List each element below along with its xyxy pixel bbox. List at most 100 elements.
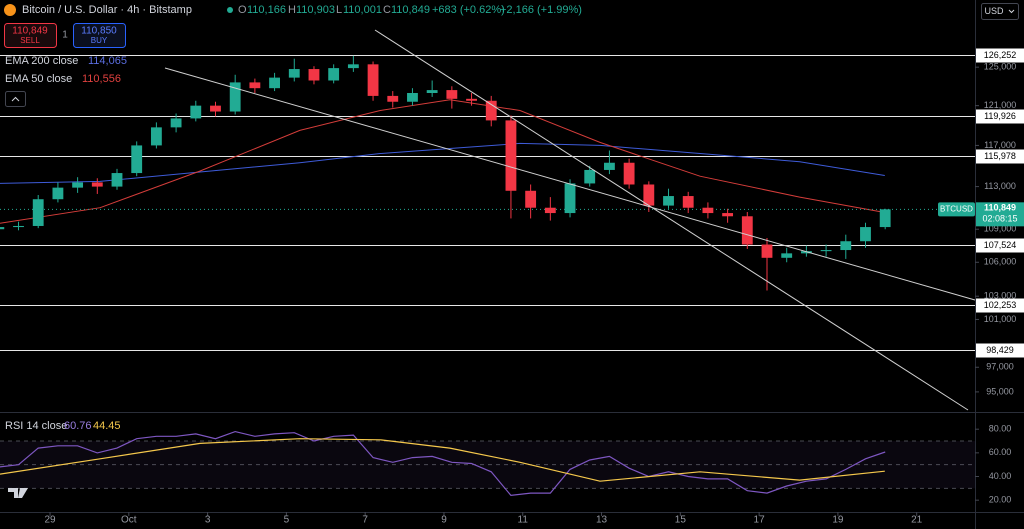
- header-label: O: [238, 4, 247, 16]
- y-tick-label: 103,000: [984, 291, 1017, 301]
- level-label: 126,252: [984, 50, 1017, 60]
- rsi-value: 60.76: [64, 420, 92, 432]
- candle-body: [820, 250, 832, 252]
- currency-button[interactable]: [981, 3, 1019, 20]
- x-tick-label: 15: [675, 515, 687, 526]
- candle-body: [131, 145, 143, 174]
- header-value: 110,001: [343, 4, 382, 16]
- level-tag: [976, 109, 1024, 124]
- legend-entry: EMA 50 close: [5, 73, 72, 85]
- plot: [0, 55, 975, 497]
- legend-entry: EMA 200 close: [5, 55, 78, 67]
- candle-body: [800, 251, 812, 254]
- candle-body: [111, 173, 123, 187]
- symbol-label: BTCUSD: [940, 204, 973, 213]
- chart-title: Bitcoin / U.S. Dollar · 4h · Bitstamp: [22, 4, 192, 16]
- y-tick-label: 109,000: [984, 224, 1017, 234]
- candle-body: [485, 100, 497, 121]
- header-label: C: [383, 4, 391, 16]
- candle-body: [72, 182, 84, 188]
- header-label: H: [288, 4, 296, 16]
- candle-body: [91, 182, 103, 187]
- sell-price: 110,849: [12, 26, 48, 37]
- candle-body: [623, 162, 635, 185]
- sell-button[interactable]: [4, 23, 57, 48]
- candle-body: [52, 187, 64, 200]
- countdown: 02:08:15: [982, 214, 1017, 224]
- candle-body: [702, 207, 714, 214]
- candle-body: [367, 64, 379, 96]
- collapse-icon: [11, 96, 20, 102]
- candle-body: [229, 82, 241, 112]
- level-label: 107,524: [984, 240, 1017, 250]
- candle-body: [426, 90, 438, 94]
- level-label: 119,926: [984, 111, 1016, 121]
- y-tick-label: 125,000: [984, 62, 1017, 72]
- y-tick-label: 106,000: [984, 257, 1017, 267]
- rsi-tick-label: 40.00: [989, 471, 1012, 481]
- level-label: 98,429: [986, 345, 1014, 355]
- legend-value: 110,556: [82, 73, 121, 85]
- ema-line: [0, 99, 885, 224]
- candle-body: [407, 93, 418, 102]
- rsi-tick-label: 80.00: [989, 424, 1012, 434]
- buy-price: 110,850: [81, 26, 117, 37]
- y-tick-label: 101,000: [984, 314, 1017, 324]
- level-label: 102,253: [984, 300, 1017, 310]
- dropdown-icon: [1008, 9, 1015, 14]
- trendline: [374, 29, 969, 411]
- level-tag: [976, 238, 1024, 253]
- candle-body: [288, 69, 300, 78]
- candle-body: [761, 244, 773, 258]
- candle-body: [525, 190, 537, 208]
- candle-body: [210, 105, 221, 112]
- candle-body: [150, 127, 162, 146]
- y-tick-label: 113,000: [984, 181, 1016, 191]
- y-tick-label: 121,000: [984, 100, 1017, 110]
- candle-body: [466, 98, 477, 101]
- rsi-ma-value: 44.45: [93, 420, 121, 432]
- candle-body: [13, 225, 24, 228]
- x-tick-label: 29: [44, 515, 56, 526]
- rsi-legend: RSI 14 close: [5, 420, 67, 432]
- sell-label: SELL: [20, 36, 40, 45]
- x-tick-label: Oct: [121, 515, 137, 526]
- rsi-line: [0, 438, 885, 482]
- y-tick-label: 97,000: [986, 362, 1014, 372]
- x-tick-label: 13: [596, 515, 608, 526]
- candle-body: [741, 216, 753, 245]
- candle-body: [446, 90, 458, 99]
- header-value: 110,903: [296, 4, 335, 16]
- candle-body: [190, 105, 202, 119]
- status-dot: [227, 7, 233, 13]
- trendline: [164, 67, 976, 301]
- x-tick-label: 19: [832, 515, 844, 526]
- candle-body: [249, 82, 261, 89]
- candle-body: [308, 69, 320, 81]
- rsi-line: [0, 430, 886, 497]
- buy-button[interactable]: [73, 23, 126, 48]
- header-label: L: [336, 4, 342, 16]
- candle-body: [170, 118, 182, 128]
- y-tick-label: 117,000: [984, 140, 1016, 150]
- header-value: 110,849: [391, 4, 430, 16]
- candle-body: [387, 95, 399, 102]
- candle-body: [604, 162, 615, 170]
- x-tick-label: 17: [754, 515, 766, 526]
- candle-body: [564, 183, 576, 214]
- level-tag: [976, 149, 1024, 164]
- legend-value: 114,065: [88, 55, 127, 67]
- candle-body: [347, 64, 359, 69]
- x-tick-label: 11: [518, 515, 529, 526]
- price-tag: [976, 202, 1024, 227]
- x-tick-label: 9: [441, 515, 447, 526]
- collapse-button[interactable]: [5, 91, 26, 107]
- x-tick-label: 21: [911, 515, 923, 526]
- header-change: +683 (+0.62%): [432, 4, 505, 16]
- candle-body: [32, 199, 44, 226]
- x-tick-label: 3: [205, 515, 211, 526]
- candle-body: [879, 209, 891, 228]
- candle-body: [328, 68, 340, 81]
- header-value: 110,166: [247, 4, 286, 16]
